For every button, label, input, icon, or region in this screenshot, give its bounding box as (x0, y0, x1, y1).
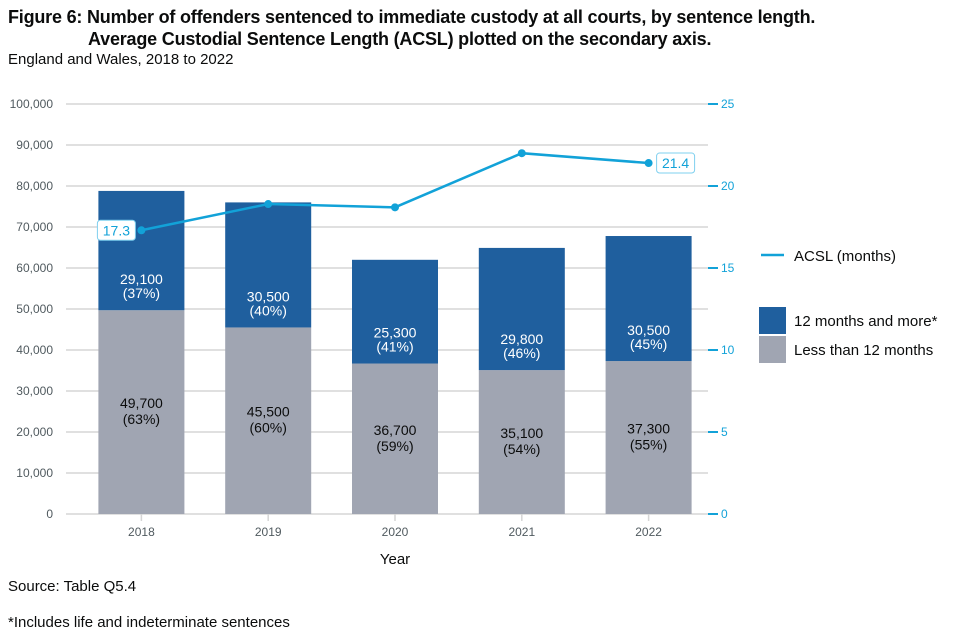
x-tick-label: 2020 (382, 525, 409, 539)
bar-pct-label: (37%) (123, 285, 160, 301)
bar-value-label: 25,300 (374, 325, 417, 341)
bar-value-label: 29,800 (500, 331, 543, 347)
bar-pct-label: (59%) (376, 438, 413, 454)
bars: 49,700(63%)29,100(37%)45,500(60%)30,500(… (98, 190, 692, 514)
y-tick-label: 50,000 (16, 302, 53, 316)
bar-value-label: 30,500 (627, 322, 670, 338)
y2-tick-label: 10 (721, 343, 735, 357)
source-note: Source: Table Q5.4 (8, 578, 137, 595)
chart-subtitle: England and Wales, 2018 to 2022 (8, 51, 234, 68)
bar-pct-label: (46%) (503, 345, 540, 361)
acsl-line-path (141, 151, 649, 232)
bar-pct-label: (40%) (250, 302, 287, 318)
acsl-line: 17.3 21.4 (96, 149, 696, 241)
y2-tick-label: 25 (721, 97, 735, 111)
legend-swatch (759, 307, 786, 334)
acsl-callout-box (656, 152, 696, 174)
bar-pct-label: (60%) (250, 420, 287, 436)
bar-value-label: 45,500 (247, 404, 290, 420)
bar-value-label: 30,500 (247, 288, 290, 304)
legend-label: 12 months and more* (794, 313, 938, 330)
legend-label: ACSL (months) (794, 248, 896, 265)
bar-pct-label: (54%) (503, 441, 540, 457)
x-axis: 2018 2019 2020 2021 2022 (128, 514, 662, 539)
bar-12-months-and-more (605, 236, 692, 362)
x-tick-label: 2021 (508, 525, 535, 539)
y-axis-right: 0 5 10 15 20 25 (708, 97, 735, 521)
legend: ACSL (months) 12 months and more* Less tha… (759, 248, 938, 363)
bar-12-months-and-more (352, 259, 438, 364)
chart-title-line2: Average Custodial Sentence Length (ACSL)… (88, 29, 712, 49)
y2-tick-label: 5 (721, 425, 728, 439)
y-tick-label: 80,000 (16, 179, 53, 193)
x-tick-label: 2018 (128, 525, 155, 539)
bar-less-than-12-months (605, 361, 692, 514)
bar-pct-label: (55%) (630, 437, 667, 453)
y-tick-label: 90,000 (16, 138, 53, 152)
y2-tick-label: 0 (721, 507, 728, 521)
y-tick-label: 10,000 (16, 466, 53, 480)
bar-less-than-12-months (225, 327, 312, 514)
x-tick-label: 2019 (255, 525, 282, 539)
bar-12-months-and-more (98, 190, 185, 311)
legend-swatch (759, 336, 786, 363)
y-tick-label: 0 (46, 507, 53, 521)
chart-title-line1: Figure 6: Number of offenders sentenced … (8, 7, 816, 27)
y-tick-label: 60,000 (16, 261, 53, 275)
acsl-point (391, 203, 399, 212)
x-tick-label: 2022 (635, 525, 662, 539)
bar-pct-label: (63%) (123, 411, 160, 427)
acsl-callout-label: 21.4 (662, 155, 689, 171)
bar-less-than-12-months (478, 370, 565, 514)
bar-pct-label: (41%) (376, 339, 413, 355)
acsl-point (517, 149, 526, 158)
bar-12-months-and-more (478, 247, 565, 371)
bar-value-label: 36,700 (374, 422, 417, 438)
y-axis-left: 0 10,000 20,000 30,000 40,000 50,000 60,000 70,… (10, 97, 54, 521)
bar-less-than-12-months (98, 310, 185, 514)
acsl-callout-box (96, 219, 136, 241)
bar-value-label: 29,100 (120, 271, 163, 287)
legend-label: Less than 12 months (794, 342, 933, 359)
y2-tick-label: 20 (721, 179, 735, 193)
bar-12-months-and-more (225, 202, 312, 328)
y2-tick-label: 15 (721, 261, 735, 275)
y-tick-label: 20,000 (16, 425, 53, 439)
footnote: *Includes life and indeterminate sentenc… (8, 614, 290, 631)
acsl-point (264, 200, 273, 209)
acsl-point (644, 159, 653, 168)
y-tick-label: 40,000 (16, 343, 53, 357)
bar-value-label: 49,700 (120, 395, 163, 411)
y-tick-label: 70,000 (16, 220, 53, 234)
y-tick-label: 100,000 (10, 97, 54, 111)
bar-value-label: 35,100 (500, 425, 543, 441)
chart-title: Figure 6: Number of offenders sentenced … (8, 6, 815, 50)
acsl-callout-label: 17.3 (103, 222, 130, 238)
acsl-point (137, 226, 146, 235)
y-tick-label: 30,000 (16, 384, 53, 398)
bar-less-than-12-months (352, 363, 438, 514)
bar-value-label: 37,300 (627, 421, 670, 437)
bar-pct-label: (45%) (630, 336, 667, 352)
x-axis-label: Year (380, 551, 410, 568)
